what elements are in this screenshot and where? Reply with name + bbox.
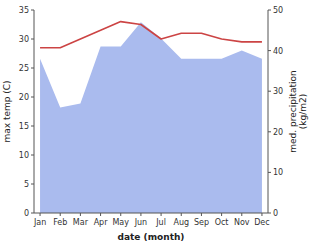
x-tick-label: Oct <box>215 218 229 227</box>
y2-tick-label: 40 <box>273 47 283 56</box>
x-tick <box>181 213 182 216</box>
x-tick-label: Sep <box>194 218 209 227</box>
y2-tick-label: 20 <box>273 128 283 137</box>
y-axis <box>34 10 35 213</box>
line <box>40 22 262 48</box>
plot-area <box>40 22 262 213</box>
y-tick-label: 30 <box>19 35 29 44</box>
y-tick-label: 35 <box>19 6 29 15</box>
y-tick-label: 20 <box>19 93 29 102</box>
y-tick <box>31 10 34 11</box>
x-tick <box>60 213 61 216</box>
x-tick-label: Apr <box>94 218 109 227</box>
x-tick <box>241 213 242 216</box>
y2-tick <box>268 91 271 92</box>
y2-tick-label: 30 <box>273 87 283 96</box>
y-tick <box>31 97 34 98</box>
x-tick <box>140 213 141 216</box>
x-tick-label: Aug <box>173 218 189 227</box>
label-line: med. precipitation <box>288 70 298 152</box>
x-tick <box>161 213 162 216</box>
x-tick-label: Jan <box>33 218 46 227</box>
x-axis-label: date (month) <box>118 232 185 242</box>
y2-tick <box>268 131 271 132</box>
y-tick-label: 10 <box>19 151 29 160</box>
y-tick <box>31 213 34 214</box>
y-tick-label: 15 <box>19 122 29 131</box>
y2-axis-label: med. precipitation(kg/m2) <box>288 70 308 152</box>
y2-tick <box>268 172 271 173</box>
chart: Jan Feb Mar AprMay Jun Jul Aug Sep Oct Nov Dec 0 5 10… <box>0 0 318 247</box>
y2-tick-label: 0 <box>273 209 278 218</box>
x-tick <box>120 213 121 216</box>
x-tick-label: Dec <box>254 218 269 227</box>
x-tick <box>40 213 41 216</box>
x-tick <box>80 213 81 216</box>
x-tick-label: May <box>112 218 129 227</box>
x-tick-label: Nov <box>234 218 250 227</box>
y2-axis <box>268 10 269 213</box>
y2-tick <box>268 10 271 11</box>
y-tick <box>31 184 34 185</box>
x-tick <box>100 213 101 216</box>
x-tick <box>221 213 222 216</box>
x-tick <box>261 213 262 216</box>
y-tick <box>31 155 34 156</box>
y-tick-label: 5 <box>24 180 29 189</box>
y-tick <box>31 126 34 127</box>
area <box>40 22 262 213</box>
y2-tick-label: 50 <box>273 6 283 15</box>
x-tick-label: Jun <box>134 218 148 227</box>
y-tick-label: 0 <box>24 209 29 218</box>
y-tick-label: 25 <box>19 64 29 73</box>
y2-tick-label: 10 <box>273 168 283 177</box>
x-tick-label: Jul <box>155 218 166 227</box>
x-tick-label: Feb <box>53 218 67 227</box>
y-tick <box>31 68 34 69</box>
x-tick-label: Mar <box>73 218 89 227</box>
y2-tick <box>268 213 271 214</box>
x-axis <box>34 213 268 214</box>
x-tick <box>201 213 202 216</box>
y-tick <box>31 39 34 40</box>
y-axis-label: max temp (C) <box>2 80 12 142</box>
label-line: (kg/m2) <box>298 94 308 129</box>
y2-tick <box>268 50 271 51</box>
